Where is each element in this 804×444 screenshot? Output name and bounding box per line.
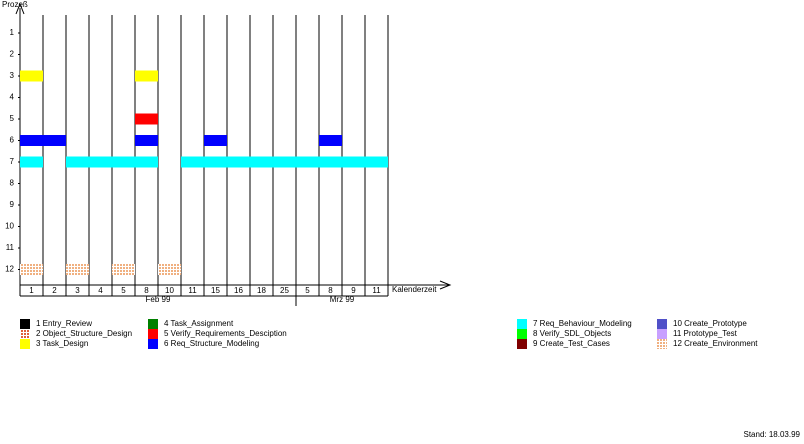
x-tick-label: 3	[75, 286, 80, 295]
x-tick-label: 16	[234, 286, 243, 295]
month-label: Feb 99	[146, 295, 171, 304]
y-tick-label: 5	[10, 114, 15, 123]
legend-swatch	[20, 339, 30, 349]
x-tick-label: 8	[328, 286, 333, 295]
y-axis-label: Prozeß	[2, 0, 28, 9]
task-bar	[112, 264, 135, 275]
y-tick-label: 3	[10, 71, 15, 80]
y-tick-label: 10	[5, 222, 14, 231]
legend-label: 10 Create_Prototype	[673, 319, 747, 328]
task-bar	[20, 264, 43, 275]
legend-label: 8 Verify_SDL_Objects	[533, 329, 611, 338]
y-tick-label: 11	[6, 243, 15, 252]
task-bar	[20, 156, 43, 168]
legend-swatch	[148, 329, 158, 339]
footer: Stand: 18.03.99	[744, 430, 801, 439]
x-tick-label: 11	[188, 286, 197, 295]
x-tick-label: 8	[144, 286, 149, 295]
legend-swatch	[657, 339, 667, 349]
legend-swatch	[517, 339, 527, 349]
x-tick-label: 1	[29, 286, 34, 295]
y-tick-label: 7	[10, 157, 15, 166]
task-bar	[66, 156, 158, 168]
task-bar	[20, 135, 66, 146]
legend-label: 7 Req_Behaviour_Modeling	[533, 319, 632, 328]
x-tick-label: 10	[165, 286, 174, 295]
x-arrow	[439, 280, 452, 290]
x-tick-label: 2	[52, 286, 57, 295]
legend-label: 11 Prototype_Test	[673, 329, 738, 338]
y-tick-label: 4	[10, 93, 15, 102]
legend-swatch	[517, 329, 527, 339]
legend-label: 3 Task_Design	[36, 339, 88, 348]
x-tick-label: 18	[257, 286, 266, 295]
legend-swatch	[148, 319, 158, 329]
legend-label: 9 Create_Test_Cases	[533, 339, 610, 348]
legend-label: 1 Entry_Review	[36, 319, 92, 328]
x-tick-label: 15	[211, 286, 220, 295]
x-tick-label: 11	[372, 286, 381, 295]
task-bar	[66, 264, 89, 275]
x-tick-label: 25	[280, 286, 289, 295]
month-label: Mrz 99	[330, 295, 355, 304]
x-tick-label: 4	[98, 286, 103, 295]
y-tick-label: 8	[10, 179, 15, 188]
task-bar	[181, 156, 388, 168]
legend-label: 4 Task_Assignment	[164, 319, 234, 328]
legend-swatch	[657, 319, 667, 329]
legend-label: 6 Req_Structure_Modeling	[164, 339, 259, 348]
legend-swatch	[148, 339, 158, 349]
legend-label: 5 Verify_Requirements_Desciption	[164, 329, 287, 338]
x-tick-label: 5	[121, 286, 126, 295]
y-tick-label: 12	[5, 265, 14, 274]
legend-label: 12 Create_Environment	[673, 339, 758, 348]
x-tick-label: 5	[305, 286, 310, 295]
y-tick-label: 9	[10, 200, 15, 209]
legend-label: 2 Object_Structure_Design	[36, 329, 132, 338]
legend-swatch	[657, 329, 667, 339]
y-tick-label: 6	[10, 136, 15, 145]
legend-swatch	[20, 329, 30, 339]
task-bar	[135, 113, 158, 125]
legend-swatch	[20, 319, 30, 329]
task-bar	[319, 135, 342, 146]
x-axis-label: Kalenderzeit	[392, 285, 437, 294]
task-bar	[204, 135, 227, 146]
y-arrow	[15, 2, 25, 15]
y-tick-label: 1	[10, 28, 15, 37]
y-tick-label: 2	[10, 50, 15, 59]
task-bar	[158, 264, 181, 275]
task-bar	[135, 135, 158, 146]
task-bar	[135, 70, 158, 82]
x-tick-label: 9	[351, 286, 356, 295]
legend-swatch	[517, 319, 527, 329]
task-bar	[20, 70, 43, 82]
